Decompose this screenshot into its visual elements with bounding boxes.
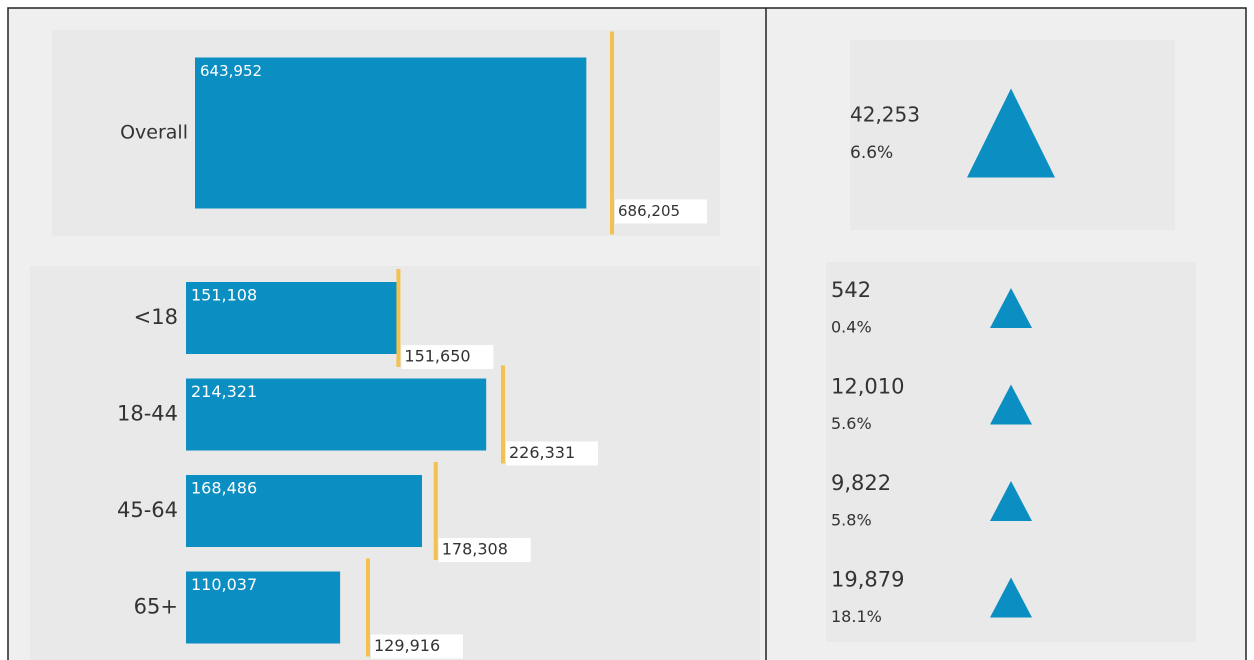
percent-label: 5.6% bbox=[831, 414, 872, 433]
target-label: 129,916 bbox=[374, 636, 440, 655]
category-label: 65+ bbox=[134, 595, 178, 619]
target-label-bg bbox=[438, 538, 531, 562]
category-label: 45-64 bbox=[117, 498, 178, 522]
percent-label: 6.6% bbox=[850, 143, 893, 163]
change-label: 9,822 bbox=[831, 471, 891, 495]
change-indicator bbox=[990, 577, 1032, 618]
target-label-bg bbox=[370, 634, 463, 659]
target-label-bg bbox=[506, 441, 598, 466]
target-line bbox=[433, 462, 438, 560]
target-label-bg bbox=[615, 199, 707, 224]
target-label: 686,205 bbox=[618, 202, 680, 220]
target-label: 178,308 bbox=[442, 540, 508, 559]
bar bbox=[186, 571, 341, 644]
percent-label: 0.4% bbox=[831, 318, 872, 337]
bar bbox=[186, 378, 487, 451]
value-label: 151,108 bbox=[191, 286, 257, 305]
bar bbox=[195, 57, 587, 209]
change-label: 12,010 bbox=[831, 375, 904, 399]
target-label-bg bbox=[401, 345, 494, 369]
change-indicator bbox=[990, 481, 1032, 521]
target-label: 151,650 bbox=[404, 347, 470, 366]
category-label: 18-44 bbox=[117, 402, 178, 426]
target-line bbox=[396, 269, 401, 367]
bar bbox=[186, 282, 398, 354]
category-label: <18 bbox=[134, 305, 178, 329]
target-line bbox=[501, 365, 505, 464]
change-indicator bbox=[967, 88, 1055, 178]
value-label: 110,037 bbox=[191, 575, 257, 594]
change-indicator bbox=[990, 288, 1032, 328]
bar bbox=[186, 475, 422, 547]
change-label: 42,253 bbox=[850, 103, 920, 127]
percent-label: 5.8% bbox=[831, 511, 872, 530]
change-label: 542 bbox=[831, 278, 871, 302]
target-label: 226,331 bbox=[509, 443, 575, 462]
target-line bbox=[365, 558, 370, 657]
change-label: 19,879 bbox=[831, 568, 904, 592]
target-line bbox=[610, 31, 614, 235]
value-label: 214,321 bbox=[191, 382, 257, 401]
category-label: Overall bbox=[120, 122, 188, 144]
percent-label: 18.1% bbox=[831, 607, 882, 626]
value-label: 643,952 bbox=[200, 62, 262, 80]
change-indicator bbox=[990, 384, 1032, 425]
value-label: 168,486 bbox=[191, 479, 257, 498]
